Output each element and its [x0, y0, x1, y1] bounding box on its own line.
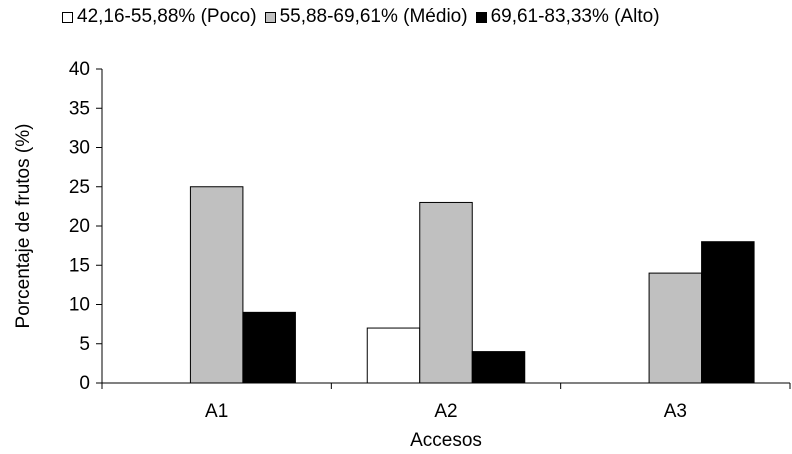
x-axis-title: Accesos — [410, 430, 482, 451]
legend-item-poco: 42,16-55,88% (Poco) — [62, 6, 257, 28]
x-tick-label: A3 — [664, 401, 687, 422]
y-tick-label: 20 — [69, 216, 90, 237]
bar — [366, 327, 421, 384]
y-axis-title: Porcentaje de frutos (%) — [13, 123, 34, 329]
bar — [242, 311, 296, 384]
legend-label-medio: 55,88-69,61% (Médio) — [279, 6, 468, 27]
legend-label-poco: 42,16-55,88% (Poco) — [77, 6, 257, 27]
y-tick-label: 25 — [69, 177, 90, 198]
bar — [648, 272, 703, 384]
legend-swatch-poco — [62, 11, 73, 23]
y-tick-label: 40 — [69, 59, 90, 80]
bar — [419, 201, 473, 384]
y-tick-label: 0 — [79, 373, 90, 394]
y-tick-label: 5 — [79, 334, 90, 355]
legend-swatch-alto — [475, 11, 487, 23]
x-tick-label: A1 — [205, 401, 228, 422]
y-tick-label: 15 — [69, 255, 90, 276]
bar — [189, 186, 244, 384]
legend-item-medio: 55,88-69,61% (Médio) — [264, 6, 468, 28]
legend-item-alto: 69,61-83,33% (Alto) — [475, 6, 660, 28]
bar — [471, 351, 526, 384]
legend-label-alto: 69,61-83,33% (Alto) — [490, 6, 660, 27]
y-tick-label: 35 — [69, 98, 90, 119]
y-tick-label: 10 — [69, 295, 90, 316]
bar — [701, 241, 755, 384]
x-tick-label: A2 — [434, 401, 457, 422]
legend-swatch-medio — [264, 11, 276, 23]
chart-legend: 42,16-55,88% (Poco) 55,88-69,61% (Médio)… — [62, 4, 660, 30]
y-tick-label: 30 — [69, 138, 90, 159]
